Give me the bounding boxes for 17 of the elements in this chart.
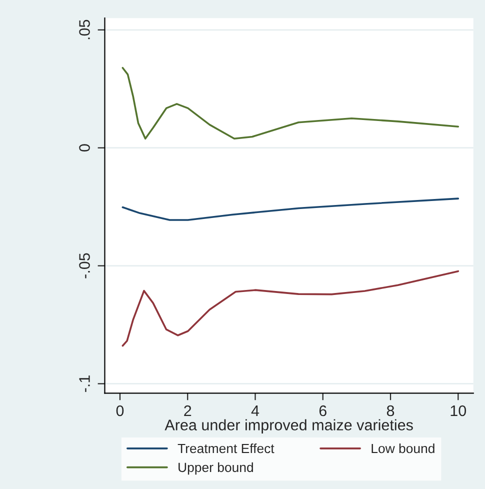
- x-axis-title: Area under improved maize varieties: [164, 419, 413, 434]
- y-tick-label: -.05: [79, 253, 90, 278]
- legend-label: Upper bound: [178, 462, 253, 475]
- legend-label: Treatment Effect: [178, 444, 274, 454]
- line-series: [122, 198, 460, 221]
- x-tick-label: 2: [184, 405, 192, 416]
- line-series: [122, 66, 460, 140]
- y-tick-label: .05: [79, 20, 90, 40]
- y-tick-label: 0: [79, 144, 90, 152]
- x-tick-label: 8: [386, 405, 394, 416]
- y-tick-label: -.1: [79, 376, 90, 392]
- line-series: [122, 270, 460, 347]
- legend-label: Low bound: [372, 443, 434, 454]
- x-tick-label: 0: [116, 405, 124, 416]
- x-tick-label: 6: [319, 405, 326, 416]
- x-tick-label: 4: [251, 406, 260, 416]
- x-tick-label: 10: [450, 405, 466, 416]
